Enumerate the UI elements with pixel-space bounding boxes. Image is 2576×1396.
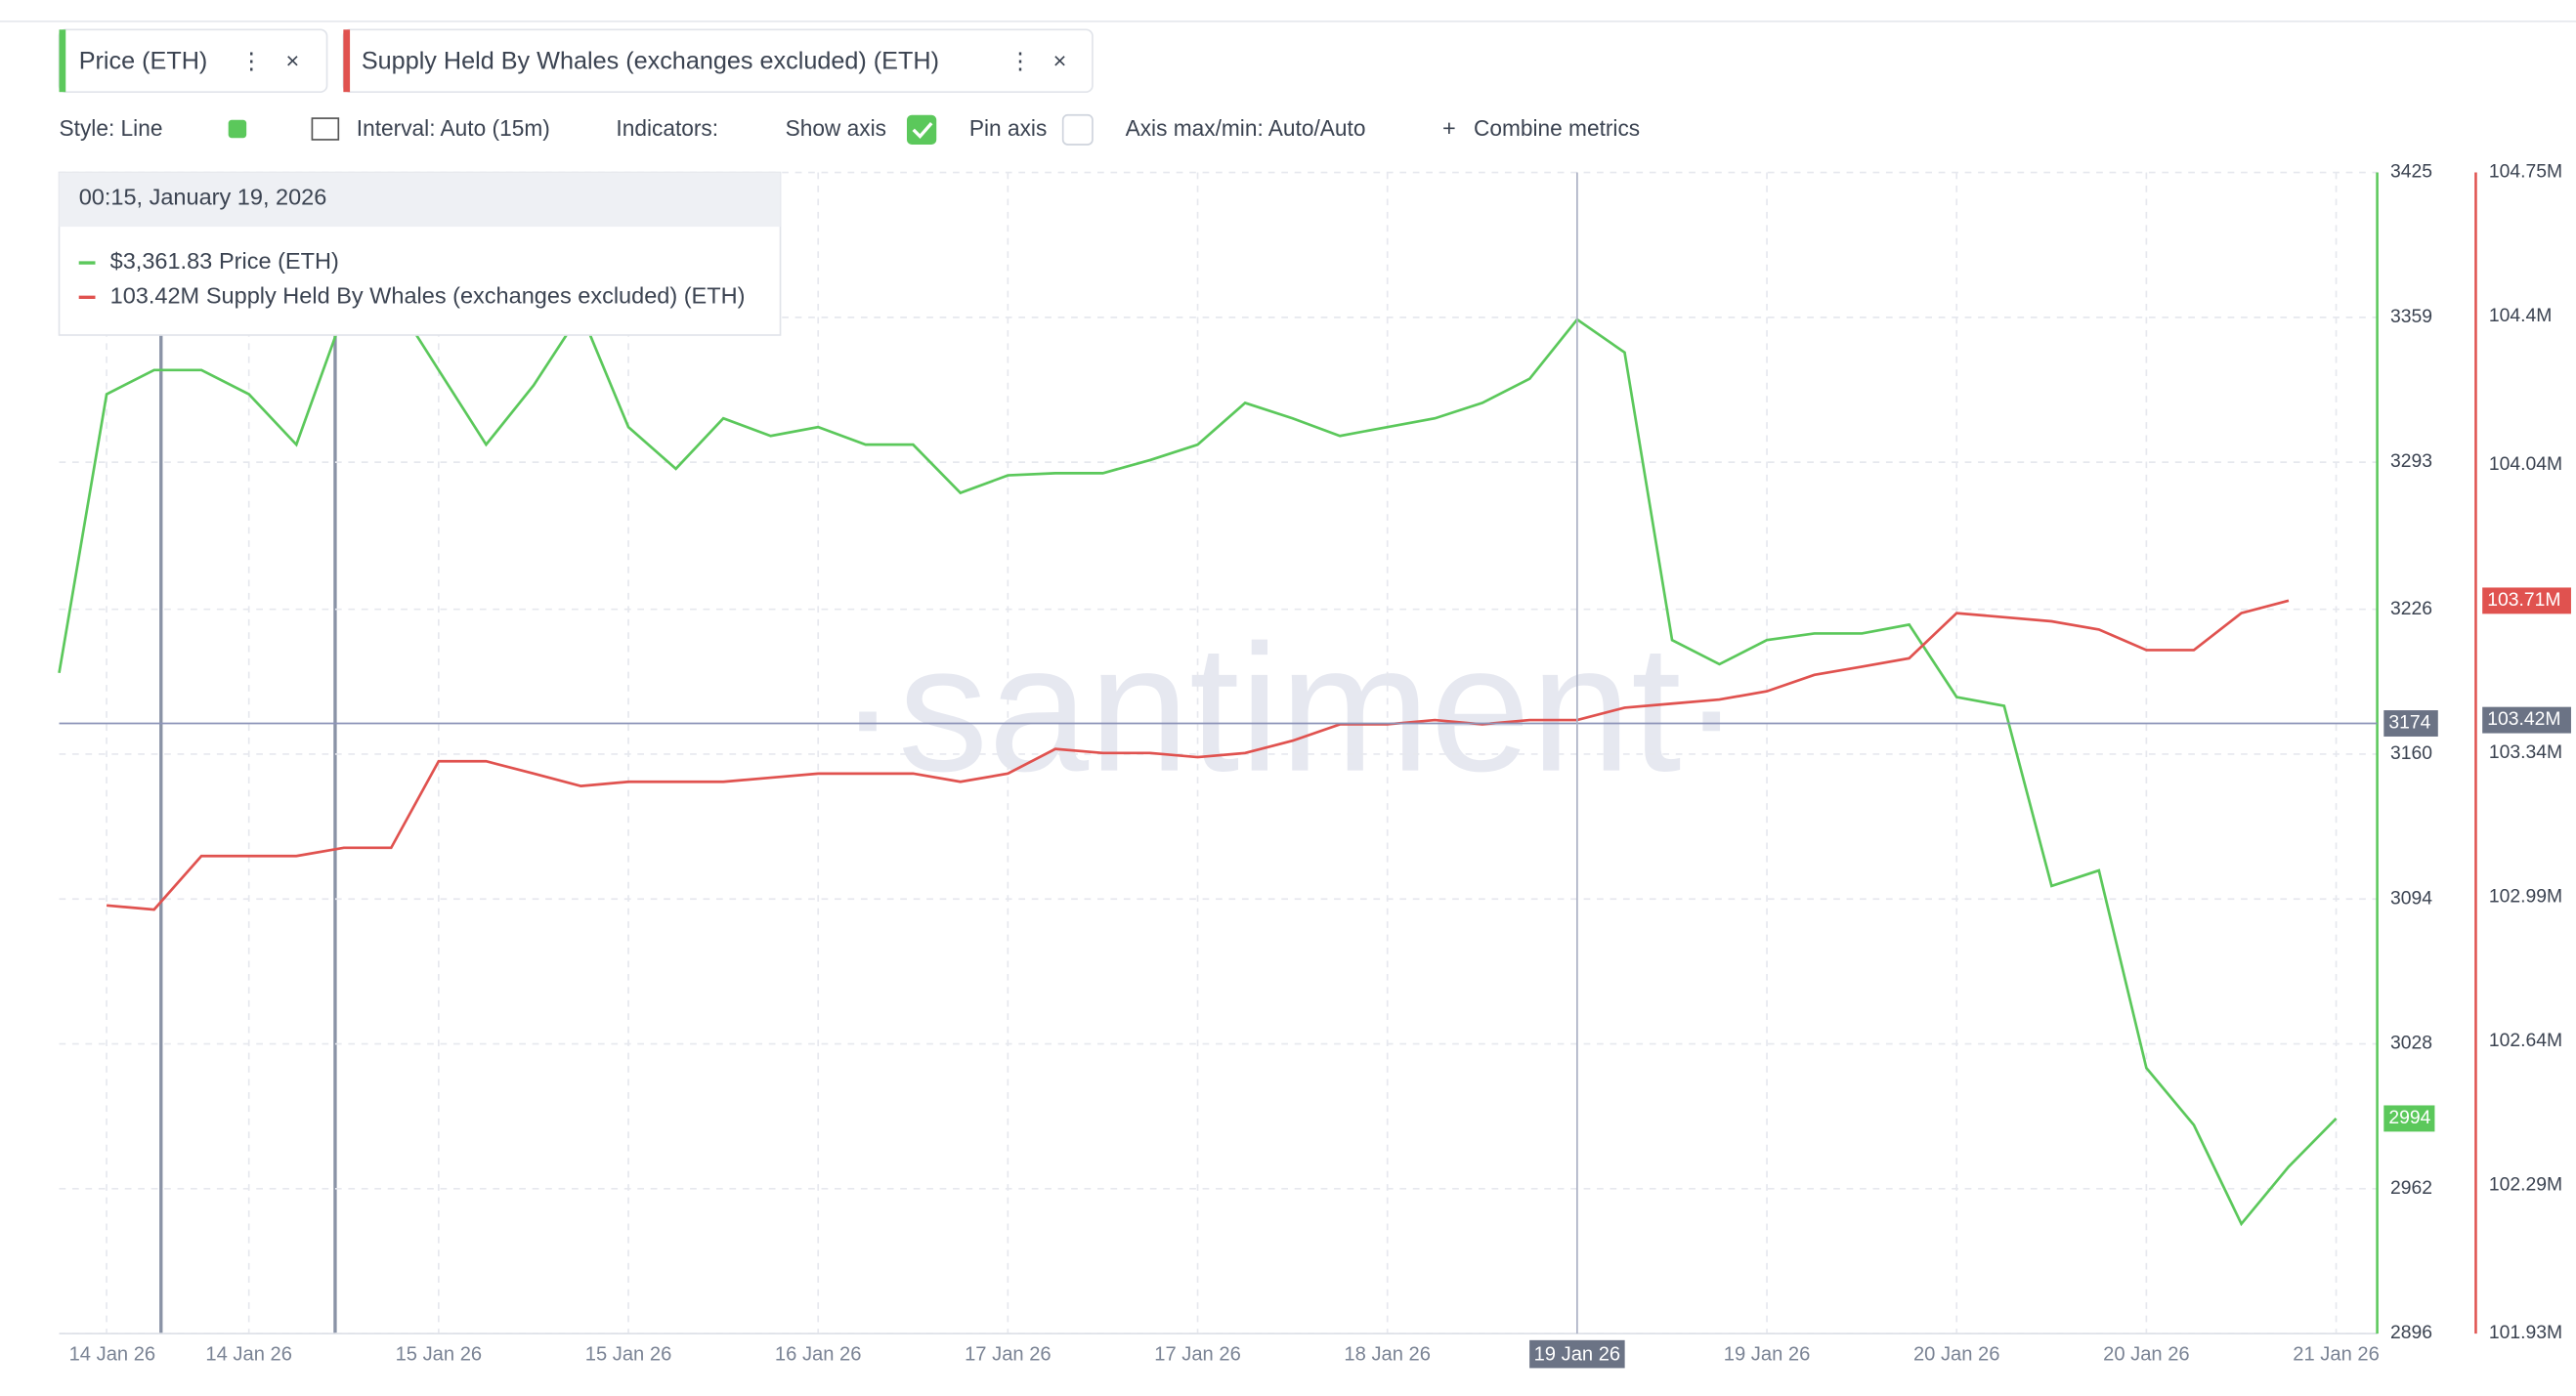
series-line xyxy=(106,599,2290,911)
series-line xyxy=(58,293,2338,1227)
y2-tick-label: 102.29M xyxy=(2489,1174,2562,1195)
tooltip-value: 103.42M xyxy=(110,283,200,309)
last-value-label: 2994 xyxy=(2388,1108,2430,1128)
x-tick-label: 14 Jan 26 xyxy=(69,1343,156,1365)
y2-tick-label: 104.4M xyxy=(2489,306,2552,326)
y-tick-label: 3226 xyxy=(2390,599,2432,619)
toolbar-item[interactable]: Pin axis xyxy=(969,115,1047,141)
x-tick-label: 19 Jan 26 xyxy=(1724,1343,1811,1365)
y-tick-label: 3160 xyxy=(2390,743,2432,764)
y2-tick-label: 102.64M xyxy=(2489,1031,2562,1051)
x-tick-label: 16 Jan 26 xyxy=(775,1343,862,1365)
grid xyxy=(59,171,2378,1334)
checkbox[interactable] xyxy=(1061,113,1094,146)
x-tick-label: 19 Jan 26 xyxy=(1534,1343,1621,1365)
y2-tick-label: 102.99M xyxy=(2489,886,2562,907)
y2-tick-label: 101.93M xyxy=(2489,1323,2562,1343)
crosshair-label: 103.42M xyxy=(2487,709,2560,730)
y-tick-label: 2896 xyxy=(2390,1323,2432,1343)
x-tick-label: 14 Jan 26 xyxy=(205,1343,292,1365)
x-tick-label: 17 Jan 26 xyxy=(1154,1343,1241,1365)
tooltip-value: $3,361.83 xyxy=(110,248,213,274)
x-tick-label: 21 Jan 26 xyxy=(2293,1343,2380,1365)
x-tick-label: 18 Jan 26 xyxy=(1344,1343,1431,1365)
last-value-badge xyxy=(2482,587,2571,614)
checkbox-checked[interactable] xyxy=(906,114,937,145)
toolbar-item[interactable]: Combine metrics xyxy=(1474,115,1640,141)
crosshair-badge xyxy=(2383,710,2438,737)
chip-label: Price (ETH) xyxy=(79,48,208,75)
chip-close[interactable]: × xyxy=(1053,48,1067,73)
x-tick-label: 15 Jan 26 xyxy=(396,1343,483,1365)
interval-icon xyxy=(311,117,340,141)
x-tick-label: 20 Jan 26 xyxy=(2103,1343,2190,1365)
tooltip-name: Supply Held By Whales (exchanges exclude… xyxy=(206,283,746,309)
tooltip-title: 00:15, January 19, 2026 xyxy=(79,185,327,210)
toolbar-item[interactable]: Style: Line xyxy=(60,115,163,141)
toolbar-item[interactable]: Interval: Auto (15m) xyxy=(357,115,550,141)
last-value-label: 103.71M xyxy=(2487,590,2560,611)
toolbar-item[interactable]: Indicators: xyxy=(616,115,718,141)
x-tick-label: 20 Jan 26 xyxy=(1913,1343,2000,1365)
tooltip-header xyxy=(59,172,781,228)
check-icon xyxy=(912,122,933,140)
y-tick-label: 3094 xyxy=(2390,888,2432,909)
tooltip-name: Price (ETH) xyxy=(219,248,339,274)
chip-close[interactable]: × xyxy=(286,48,300,73)
plus-icon: + xyxy=(1442,115,1456,141)
chip-menu[interactable]: ⋮ xyxy=(1009,48,1032,73)
x-tick-label: 17 Jan 26 xyxy=(965,1343,1052,1365)
crosshair-badge xyxy=(2482,706,2571,734)
y-tick-label: 2962 xyxy=(2390,1178,2432,1199)
chip-menu[interactable]: ⋮ xyxy=(239,48,263,73)
chip-color xyxy=(59,29,66,93)
x-tick-label: 15 Jan 26 xyxy=(585,1343,672,1365)
y2-tick-label: 104.04M xyxy=(2489,454,2562,475)
x-crosshair-badge xyxy=(1529,1339,1625,1369)
chip-color xyxy=(343,29,351,93)
toolbar-item[interactable]: Show axis xyxy=(786,115,886,141)
crosshair-label: 3174 xyxy=(2388,713,2430,734)
last-value-badge xyxy=(2383,1105,2435,1132)
y-tick-label: 3359 xyxy=(2390,307,2432,327)
tooltip: 00:15, January 19, 2026 $3,361.83 Price … xyxy=(58,171,782,336)
y-tick-label: 3293 xyxy=(2390,451,2432,472)
y-tick-label: 3028 xyxy=(2390,1034,2432,1054)
plot xyxy=(58,172,2477,1334)
color-picker[interactable] xyxy=(228,119,247,139)
toolbar-item[interactable]: Axis max/min: Auto/Auto xyxy=(1126,115,1366,141)
y-tick-label: 3425 xyxy=(2390,162,2432,183)
chip-label: Supply Held By Whales (exchanges exclude… xyxy=(362,48,939,75)
y2-tick-label: 104.75M xyxy=(2489,162,2562,183)
y2-tick-label: 103.34M xyxy=(2489,742,2562,763)
